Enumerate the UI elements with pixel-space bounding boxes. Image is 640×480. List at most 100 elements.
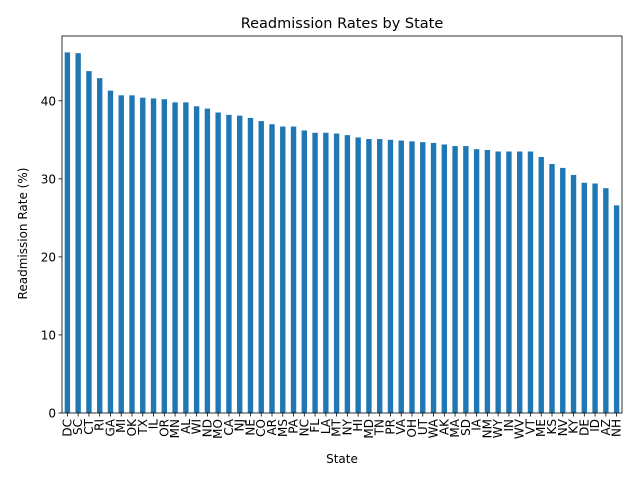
bar-mt <box>333 133 340 413</box>
bar-me <box>538 156 544 413</box>
x-tick-label: LA <box>319 418 333 434</box>
bar-md <box>366 139 372 413</box>
x-tick-label: AZ <box>599 419 613 435</box>
x-tick-label: TX <box>136 419 150 436</box>
y-tick-label: 30 <box>41 172 56 186</box>
bar-fl <box>312 132 318 413</box>
bar-nd <box>204 108 211 414</box>
bar-mn <box>172 102 178 413</box>
y-axis-label: Readmission Rate (%) <box>16 168 30 300</box>
x-tick-label: MS <box>276 419 290 437</box>
x-tick-label: MA <box>448 418 462 437</box>
bar-ga <box>107 90 114 413</box>
x-tick-label: SC <box>71 419 85 435</box>
x-tick-label: OH <box>405 419 419 437</box>
bar-ct <box>86 71 92 414</box>
x-tick-label: ID <box>588 419 602 432</box>
bar-mi <box>118 95 124 413</box>
bar-ks <box>549 164 555 413</box>
bar-ms <box>280 126 286 413</box>
x-tick-label: NE <box>243 419 257 436</box>
x-tick-label: IN <box>502 419 516 432</box>
bar-tx <box>140 97 146 413</box>
x-tick-label: AL <box>179 419 193 434</box>
bar-dc <box>64 52 71 414</box>
y-tick-label: 20 <box>41 250 56 264</box>
x-tick-label: IA <box>470 418 484 431</box>
bar-ut <box>420 142 426 414</box>
x-tick-label: VA <box>394 418 408 434</box>
x-tick-label: AR <box>265 419 279 436</box>
x-tick-label: IL <box>147 419 161 430</box>
x-tick-label: WV <box>513 418 527 439</box>
bar-va <box>398 140 404 413</box>
x-tick-label: OK <box>125 418 139 436</box>
x-tick-label: TN <box>373 419 387 436</box>
bar-pa <box>290 126 297 413</box>
x-tick-label: CA <box>222 418 236 435</box>
bars-group <box>64 52 620 414</box>
bar-ky <box>570 174 577 413</box>
x-tick-label: NM <box>480 419 494 438</box>
x-tick-label: MD <box>362 419 376 439</box>
bar-ny <box>344 135 351 413</box>
x-tick-label: RI <box>93 419 107 431</box>
x-tick-label: KY <box>567 418 581 433</box>
x-tick-label: DC <box>60 419 74 437</box>
bar-ar <box>269 124 275 413</box>
x-tick-label: WY <box>491 418 505 438</box>
bar-nc <box>301 130 307 413</box>
y-tick-label: 40 <box>41 94 56 108</box>
bar-ak <box>441 144 447 414</box>
x-tick-label: MO <box>211 419 225 439</box>
x-tick-label: NJ <box>233 419 247 432</box>
x-tick-label: PR <box>383 419 397 435</box>
bar-ri <box>97 78 103 413</box>
x-tick-label: ND <box>200 419 214 437</box>
bar-sd <box>463 146 469 413</box>
bar-nj <box>237 115 243 414</box>
x-tick-label: MI <box>114 419 128 433</box>
x-tick-label: CO <box>254 419 268 437</box>
bar-nh <box>613 205 620 413</box>
x-tick-label: MT <box>330 418 344 436</box>
bar-tn <box>377 139 383 413</box>
bar-wi <box>193 106 200 413</box>
chart-title: Readmission Rates by State <box>241 16 444 32</box>
x-tick-label: UT <box>416 418 430 435</box>
bar-oh <box>409 141 415 413</box>
x-tick-label: WI <box>190 419 204 434</box>
bar-il <box>150 98 157 414</box>
x-tick-label: GA <box>103 418 117 436</box>
x-tick-label: PA <box>287 418 301 433</box>
y-tick-label: 0 <box>48 407 56 421</box>
bar-pr <box>387 139 394 414</box>
x-axis-label: State <box>326 452 358 466</box>
x-tick-label: AK <box>437 418 451 435</box>
x-tick-label: MN <box>168 419 182 438</box>
bar-mo <box>215 112 221 414</box>
x-tick-label: HI <box>351 419 365 432</box>
x-tick-label: FL <box>308 419 322 433</box>
x-tick-label: OR <box>157 419 171 437</box>
x-tick-label: CT <box>82 418 96 434</box>
bar-ca <box>226 114 232 414</box>
x-tick-label: ME <box>534 419 548 437</box>
plot-frame <box>61 35 623 414</box>
bar-id <box>592 183 598 413</box>
x-tick-label: VT <box>523 418 537 434</box>
x-tick-label: NV <box>556 418 570 436</box>
x-tick-label: NH <box>610 419 624 437</box>
bar-nm <box>484 149 491 413</box>
x-axis: DCSCCTRIGAMIOKTXILORMNALWINDMOCANJNECOAR… <box>60 413 624 439</box>
bar-in <box>506 151 512 414</box>
bar-wy <box>495 151 501 414</box>
x-tick-label: WA <box>427 418 441 438</box>
x-tick-label: NY <box>340 418 354 435</box>
bar-co <box>258 121 264 413</box>
x-tick-label: NC <box>297 419 311 436</box>
x-tick-label: KS <box>545 419 559 435</box>
bar-ia <box>473 149 480 414</box>
bar-al <box>183 102 189 413</box>
bar-hi <box>355 137 361 414</box>
